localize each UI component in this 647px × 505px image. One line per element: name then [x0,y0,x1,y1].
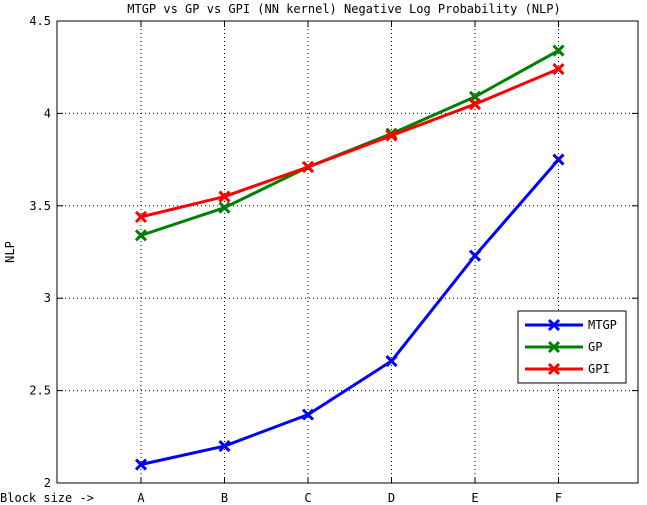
plot-area [56,20,639,484]
point-gp-stroke [134,229,148,242]
legend-item-mtgp: MTGP [525,318,617,332]
point-gpi [552,62,565,76]
legend-marker-gp-stroke [547,340,561,354]
point-gpi-stroke [301,160,315,174]
point-mtgp [552,153,565,166]
x-axis-label: Block size -> [0,491,94,505]
point-mtgp [301,408,315,421]
legend: MTGP GP GPI [517,310,627,384]
point-gpi [301,160,315,174]
legend-label-gp: GP [588,340,602,354]
series-mtgp [134,153,565,471]
point-mtgp-stroke [385,354,398,368]
y-tick-label: 4 [44,106,51,120]
legend-marker-mtgp-stroke [547,318,561,332]
point-mtgp [134,458,148,471]
point-gpi [468,98,482,111]
x-tick-label: C [304,491,311,505]
point-mtgp-stroke [301,408,315,421]
point-gp-stroke [552,44,565,57]
point-gpi-stroke [134,210,148,223]
y-axis-label: NLP [3,241,17,263]
point-gpi-stroke [385,129,398,142]
grid-lines [57,21,638,483]
point-gpi [134,210,148,223]
series-line-mtgp [140,158,560,466]
y-tick-label: 4.5 [29,14,51,28]
chart-title: MTGP vs GP vs GPI (NN kernel) Negative L… [127,2,560,16]
y-tick-label: 3 [44,291,51,305]
point-mtgp-stroke [552,153,565,166]
series-line-gp [140,49,560,237]
x-tick-label: A [137,491,145,505]
point-gpi-stroke [468,98,482,111]
point-gp [552,44,565,57]
point-gp [134,229,148,242]
point-mtgp [218,439,231,453]
legend-marker-gpi-stroke [547,362,561,376]
y-tick-label: 2.5 [29,384,51,398]
y-tick-label: 3.5 [29,199,51,213]
series-gp [134,44,565,242]
point-mtgp [468,249,482,262]
point-gpi [218,190,231,203]
point-mtgp-stroke [218,439,231,453]
point-gp-stroke [218,201,231,214]
x-tick-label: E [471,491,478,505]
x-tick-label: D [388,491,395,505]
point-gpi [385,129,398,142]
series-gpi [134,62,565,223]
point-gp [218,201,231,214]
series-layer [134,44,565,471]
point-mtgp [385,354,398,368]
x-tick-label: B [221,491,228,505]
legend-label-mtgp: MTGP [588,318,617,332]
point-mtgp-stroke [468,249,482,262]
point-gpi-stroke [552,62,565,76]
legend-item-gpi: GPI [525,362,610,376]
x-tick-label: F [555,491,562,505]
series-line-gpi [140,67,560,219]
legend-marker-gpi [547,362,561,376]
y-tick-label: 2 [44,476,51,490]
point-gpi-stroke [218,190,231,203]
legend-item-gp: GP [525,340,602,354]
axis-ticks: A B C D E F 2 2.5 3 3.5 4 4.5 [29,14,638,505]
point-mtgp-stroke [134,458,148,471]
legend-marker-gp [547,340,561,354]
legend-label-gpi: GPI [588,362,610,376]
legend-marker-mtgp [547,318,561,332]
